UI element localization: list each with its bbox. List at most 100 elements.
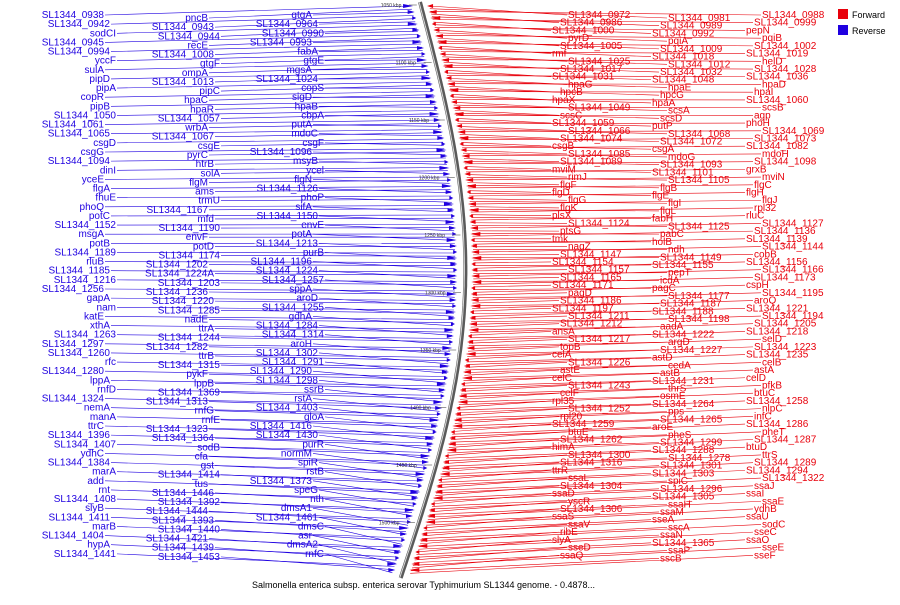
reverse-gene-feature	[449, 340, 453, 344]
leader-line	[215, 190, 450, 192]
leader-line	[472, 308, 551, 311]
reverse-gene-feature	[395, 556, 399, 560]
tick-label: 1400 kbp	[410, 406, 431, 412]
leader-line	[473, 262, 551, 263]
leader-line	[442, 466, 659, 475]
forward-gene-feature	[462, 160, 472, 164]
forward-gene-feature	[467, 196, 473, 200]
reverse-gene-feature	[453, 250, 457, 254]
forward-gene-feature	[432, 22, 436, 26]
gene-label[interactable]: nth	[310, 494, 324, 505]
tick-label: 1250 kbp	[424, 233, 445, 239]
reverse-gene-feature	[447, 238, 457, 242]
leader-line	[473, 285, 551, 287]
forward-gene-feature	[471, 274, 479, 278]
leader-line	[451, 92, 753, 93]
reverse-gene-feature	[439, 388, 446, 392]
tick-label: 1500 kbp	[379, 521, 400, 527]
reverse-gene-feature	[450, 244, 457, 248]
leader-line	[111, 158, 446, 161]
forward-gene-feature	[417, 544, 427, 548]
leader-line	[468, 191, 551, 193]
forward-gene-feature	[470, 304, 480, 308]
tick-label: 1050 kbp	[381, 3, 402, 9]
forward-gene-feature	[465, 178, 473, 182]
leader-line	[325, 499, 411, 516]
forward-gene-feature	[446, 448, 456, 452]
forward-gene-feature	[471, 280, 481, 284]
reverse-gene-feature	[451, 214, 455, 218]
forward-gene-feature	[461, 148, 467, 152]
gene-label[interactable]: sseF	[754, 550, 776, 561]
leader-line	[209, 292, 455, 294]
reverse-gene-feature	[435, 406, 442, 410]
gene-label[interactable]: flgE	[652, 191, 670, 202]
gene-label[interactable]: rnfC	[305, 549, 324, 560]
leader-line	[463, 378, 551, 384]
reverse-gene-feature	[430, 418, 440, 422]
leader-line	[117, 168, 447, 171]
reverse-gene-feature	[405, 508, 415, 512]
reverse-gene-feature	[446, 190, 453, 194]
forward-gene-feature	[440, 52, 446, 56]
leader-line	[470, 200, 761, 204]
reverse-gene-feature	[403, 4, 413, 8]
gene-label[interactable]: SL1344_1260	[48, 348, 111, 359]
forward-gene-feature	[457, 400, 467, 404]
reverse-gene-feature	[449, 226, 456, 230]
leader-line	[433, 22, 551, 30]
gene-label[interactable]: SL1344_1105	[668, 175, 730, 186]
leader-line	[105, 92, 433, 98]
leader-line	[215, 218, 453, 219]
reverse-gene-feature	[438, 124, 442, 128]
reverse-gene-feature	[433, 130, 443, 134]
leader-line	[221, 283, 455, 285]
leader-line	[465, 167, 551, 170]
forward-gene-feature	[470, 226, 478, 230]
forward-gene-feature	[435, 34, 443, 38]
gene-label[interactable]: rmf	[552, 49, 567, 60]
reverse-gene-feature	[407, 520, 411, 524]
gene-label[interactable]: SL1344_1441	[54, 549, 117, 560]
gene-label[interactable]: tmk	[552, 234, 569, 245]
forward-gene-feature	[470, 310, 474, 314]
leader-line	[221, 114, 438, 119]
leader-line	[209, 374, 446, 379]
forward-gene-feature	[431, 502, 435, 506]
leader-line	[215, 133, 441, 137]
tick-label: 1350 kbp	[420, 348, 441, 354]
leader-line	[468, 347, 559, 351]
forward-gene-feature	[462, 376, 472, 380]
forward-gene-feature	[469, 208, 479, 212]
forward-gene-feature	[452, 424, 462, 428]
reverse-gene-feature	[422, 64, 429, 68]
forward-gene-feature	[427, 4, 433, 8]
legend-reverse-label: Reverse	[852, 26, 886, 36]
gene-label[interactable]: SL1344_1316	[560, 458, 623, 469]
leader-line	[473, 270, 567, 271]
reverse-gene-feature	[427, 442, 434, 446]
leader-line	[319, 490, 414, 506]
gene-label[interactable]: SL1344_1005	[560, 41, 623, 52]
reverse-gene-feature	[421, 76, 431, 80]
gene-label[interactable]: SL1344_1414	[158, 470, 221, 481]
forward-gene-feature	[459, 394, 467, 398]
gene-label[interactable]: sscB	[660, 553, 682, 564]
leader-line	[215, 274, 455, 275]
leader-line	[105, 177, 449, 179]
map-caption: Salmonella enterica subsp. enterica sero…	[252, 580, 595, 590]
forward-gene-feature	[441, 466, 449, 470]
reverse-gene-feature	[412, 16, 416, 20]
leader-line	[325, 444, 428, 459]
gene-label[interactable]: rfc	[105, 357, 116, 368]
leader-line	[429, 6, 567, 15]
gene-label[interactable]: ttrR	[552, 465, 568, 476]
reverse-gene-feature	[447, 358, 451, 362]
leader-line	[469, 193, 745, 196]
reverse-gene-feature	[444, 328, 454, 332]
leader-line	[453, 102, 567, 107]
reverse-gene-feature	[421, 454, 431, 458]
gene-label[interactable]: ssaQ	[560, 550, 584, 561]
gene-label[interactable]: SL1344_1453	[158, 552, 221, 563]
